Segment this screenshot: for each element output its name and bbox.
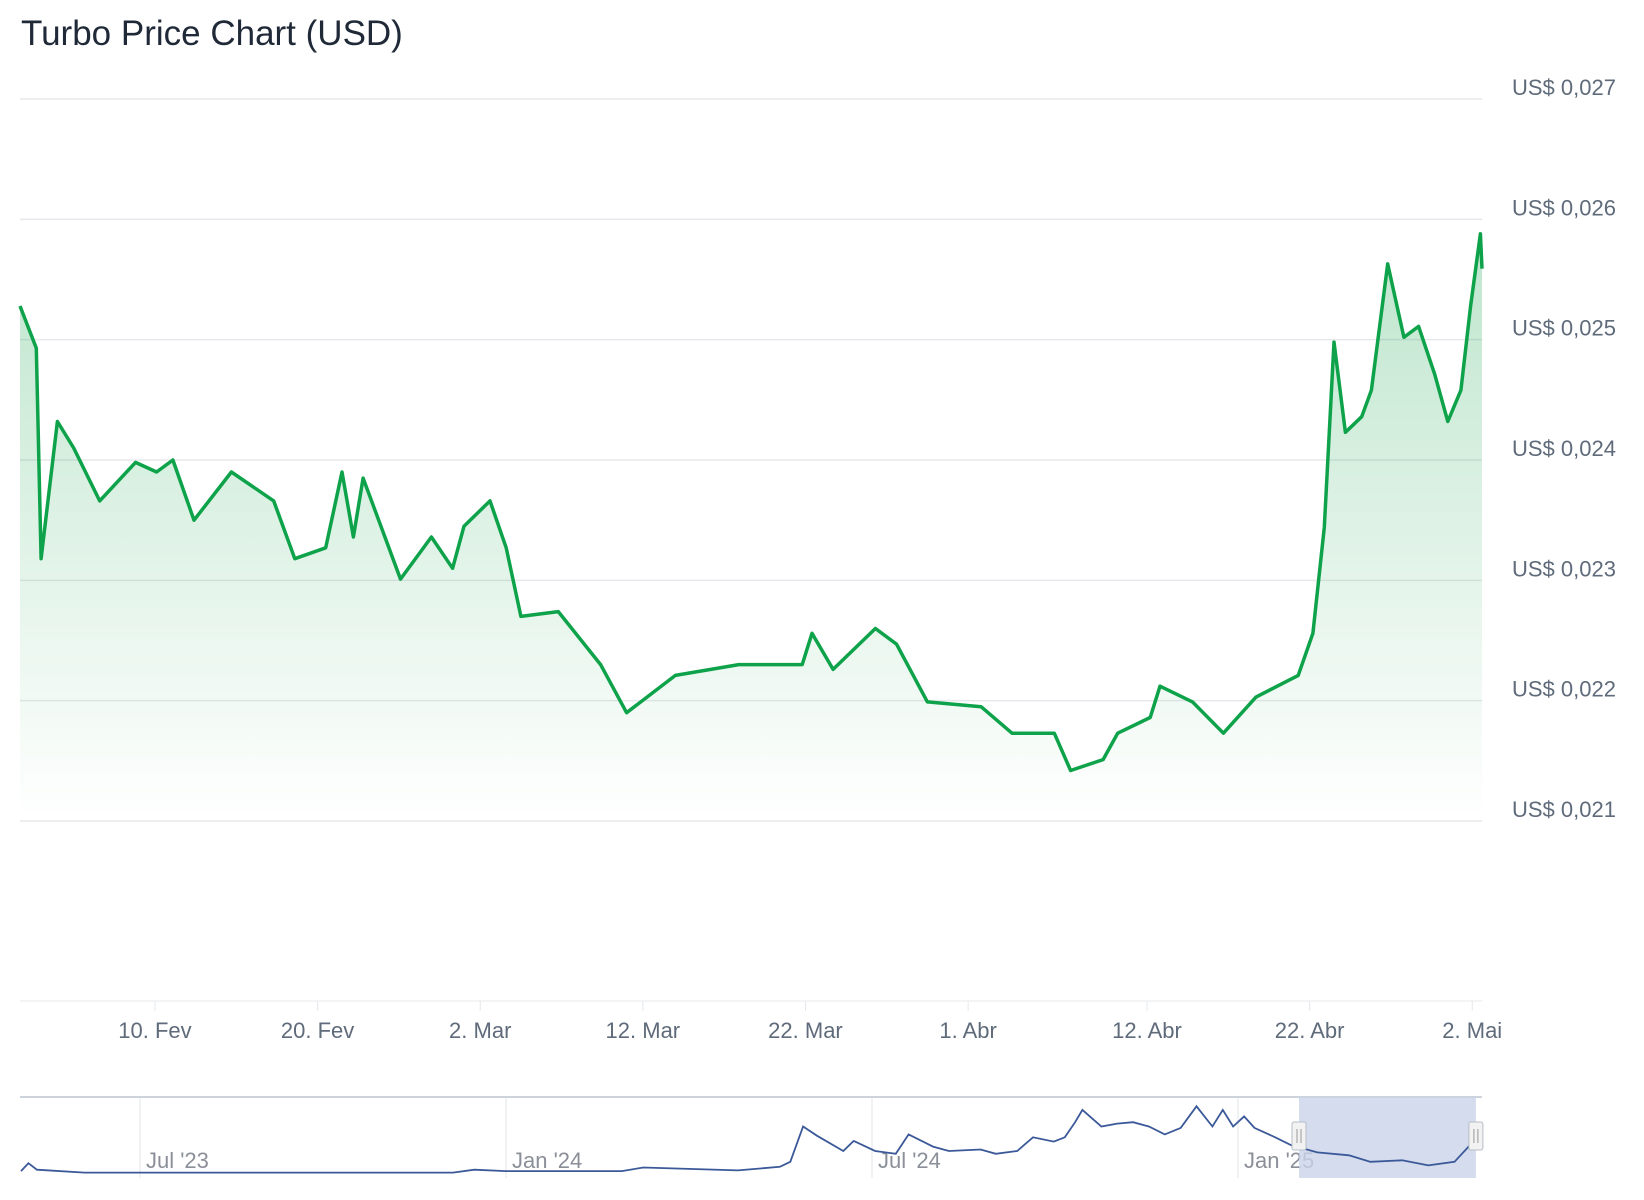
price-line[interactable] [18,232,1484,773]
y-tick-label: US$ 0,027 [1512,75,1616,100]
x-tick-label: 20. Fev [281,1018,354,1043]
y-tick-label: US$ 0,026 [1512,195,1616,220]
x-tick-label: 12. Abr [1112,1018,1182,1043]
navigator-right-handle[interactable] [1468,1121,1484,1151]
navigator[interactable]: Jul '23 Jan '24 Jul '24 Jan '25 [20,1096,1484,1178]
navigator-line [20,1104,1476,1174]
x-tick-label: 2. Mai [1442,1018,1502,1043]
y-tick-label: US$ 0,024 [1512,436,1616,461]
x-tick-label: 22. Mar [768,1018,843,1043]
y-tick-label: US$ 0,023 [1512,556,1616,581]
navigator-tick-label: Jul '24 [878,1148,941,1173]
navigator-left-handle[interactable] [1291,1121,1307,1151]
chart-title: Turbo Price Chart (USD) [21,14,403,53]
navigator-selection[interactable] [1299,1097,1476,1178]
x-tick-label: 10. Fev [118,1018,191,1043]
x-tick-label: 1. Abr [939,1018,996,1043]
navigator-tick-label: Jan '24 [512,1148,582,1173]
y-tick-label: US$ 0,022 [1512,677,1616,702]
y-tick-label: US$ 0,021 [1512,797,1616,822]
x-tick-label: 22. Abr [1275,1018,1345,1043]
navigator-tick-label: Jul '23 [146,1148,209,1173]
x-tick-label: 12. Mar [606,1018,681,1043]
x-tick-label: 2. Mar [449,1018,511,1043]
price-area [20,233,1482,822]
y-tick-label: US$ 0,025 [1512,316,1616,341]
